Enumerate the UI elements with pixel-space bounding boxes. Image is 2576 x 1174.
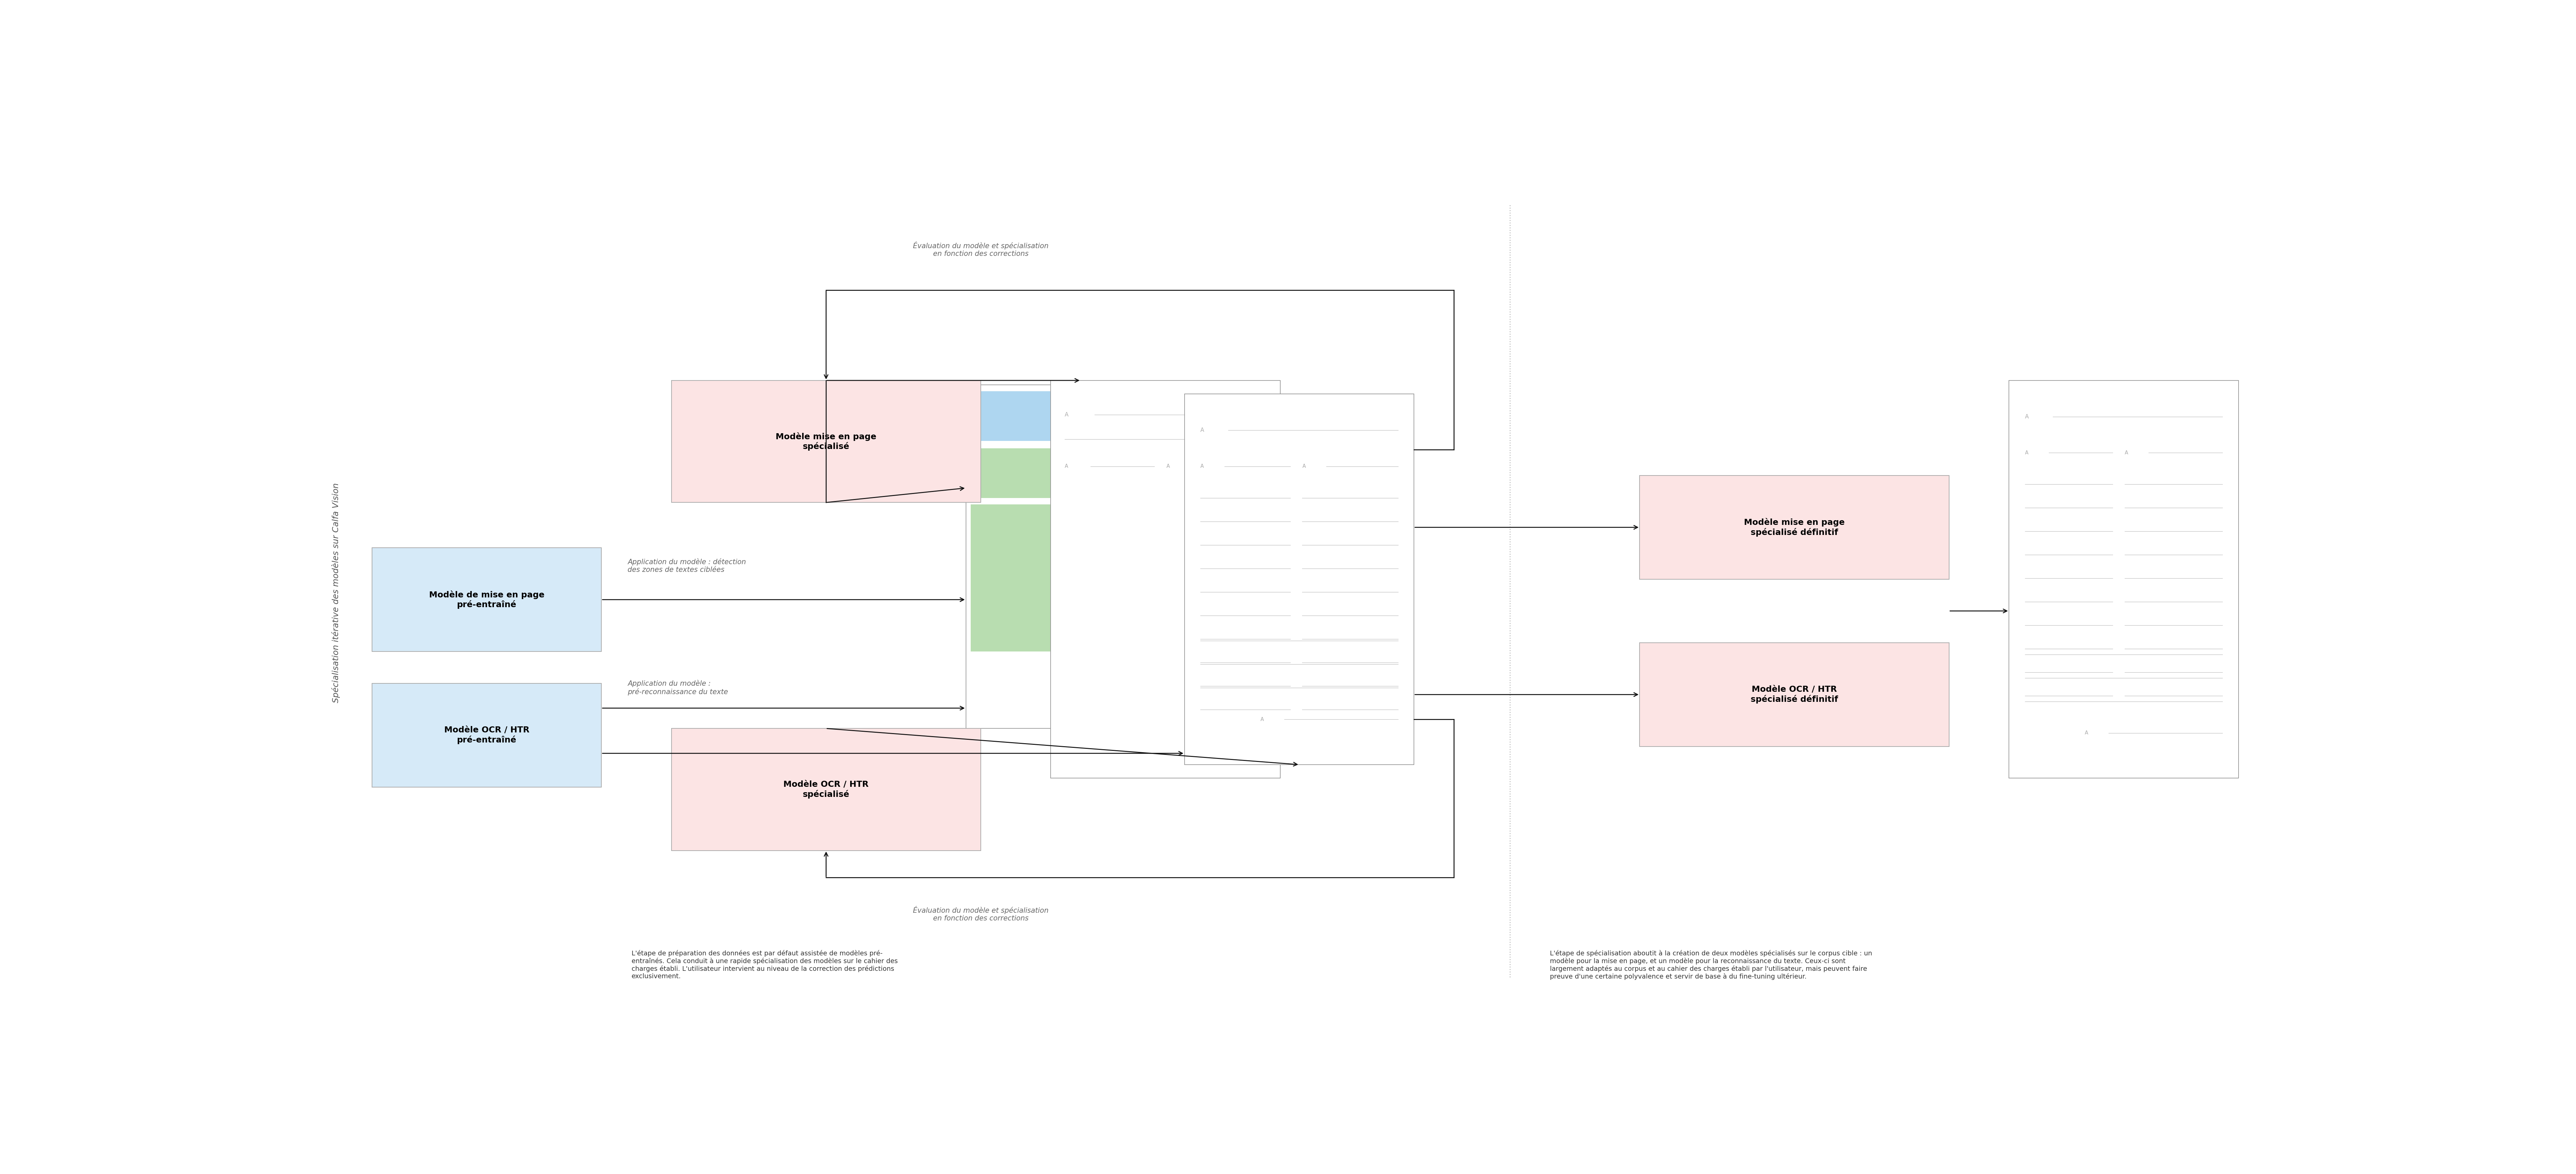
FancyBboxPatch shape (1641, 475, 1950, 579)
Text: Modèle mise en page
spécialisé définitif: Modèle mise en page spécialisé définitif (1744, 518, 1844, 537)
FancyBboxPatch shape (672, 728, 981, 850)
Bar (1051, 380, 1280, 778)
Text: Modèle OCR / HTR
spécialisé définitif: Modèle OCR / HTR spécialisé définitif (1752, 686, 1839, 703)
Text: A: A (1200, 427, 1203, 433)
FancyBboxPatch shape (1641, 642, 1950, 747)
Text: Évaluation du modèle et spécialisation
en fonction des corrections: Évaluation du modèle et spécialisation e… (912, 242, 1048, 257)
Text: A: A (1064, 464, 1069, 468)
Text: A: A (1260, 717, 1265, 722)
Bar (971, 391, 1188, 441)
Bar (1159, 412, 1195, 448)
Text: Spécialisation itérative des modèles sur Calfa Vision: Spécialisation itérative des modèles sur… (332, 483, 340, 703)
Text: Modèle OCR / HTR
pré-entraîné: Modèle OCR / HTR pré-entraîné (443, 727, 528, 744)
Text: L'étape de préparation des données est par défaut assistée de modèles pré-
entra: L'étape de préparation des données est p… (631, 950, 896, 979)
Text: L'étape de spécialisation aboutit à la création de deux modèles spécialisés sur : L'étape de spécialisation aboutit à la c… (1551, 950, 1873, 980)
FancyBboxPatch shape (371, 547, 603, 652)
Text: Évaluation du modèle et spécialisation
en fonction des corrections: Évaluation du modèle et spécialisation e… (912, 906, 1048, 922)
Text: Application du modèle :
pré-reconnaissance du texte: Application du modèle : pré-reconnaissan… (629, 680, 729, 696)
Bar (966, 385, 1195, 728)
Text: Modèle de mise en page
pré-entraîné: Modèle de mise en page pré-entraîné (430, 591, 544, 609)
Bar (1185, 394, 1414, 764)
Bar (1079, 505, 1188, 652)
Text: A: A (1167, 464, 1170, 468)
FancyBboxPatch shape (672, 380, 981, 502)
Text: A: A (2084, 730, 2089, 735)
Bar (971, 505, 1066, 652)
Text: A: A (2125, 451, 2128, 456)
Text: Modèle mise en page
spécialisé: Modèle mise en page spécialisé (775, 432, 876, 451)
Bar (2009, 380, 2239, 778)
Text: A: A (1200, 464, 1203, 468)
Bar (1079, 656, 1154, 694)
Bar (971, 448, 1066, 498)
Text: A: A (1064, 412, 1069, 418)
Text: Modèle OCR / HTR
spécialisé: Modèle OCR / HTR spécialisé (783, 781, 868, 798)
Text: A: A (2025, 451, 2027, 456)
FancyBboxPatch shape (371, 683, 603, 788)
Bar (1079, 448, 1188, 498)
Text: A: A (2025, 413, 2030, 419)
Text: Application du modèle : détection
des zones de textes ciblées: Application du modèle : détection des zo… (629, 559, 747, 573)
Text: A: A (1303, 464, 1306, 468)
